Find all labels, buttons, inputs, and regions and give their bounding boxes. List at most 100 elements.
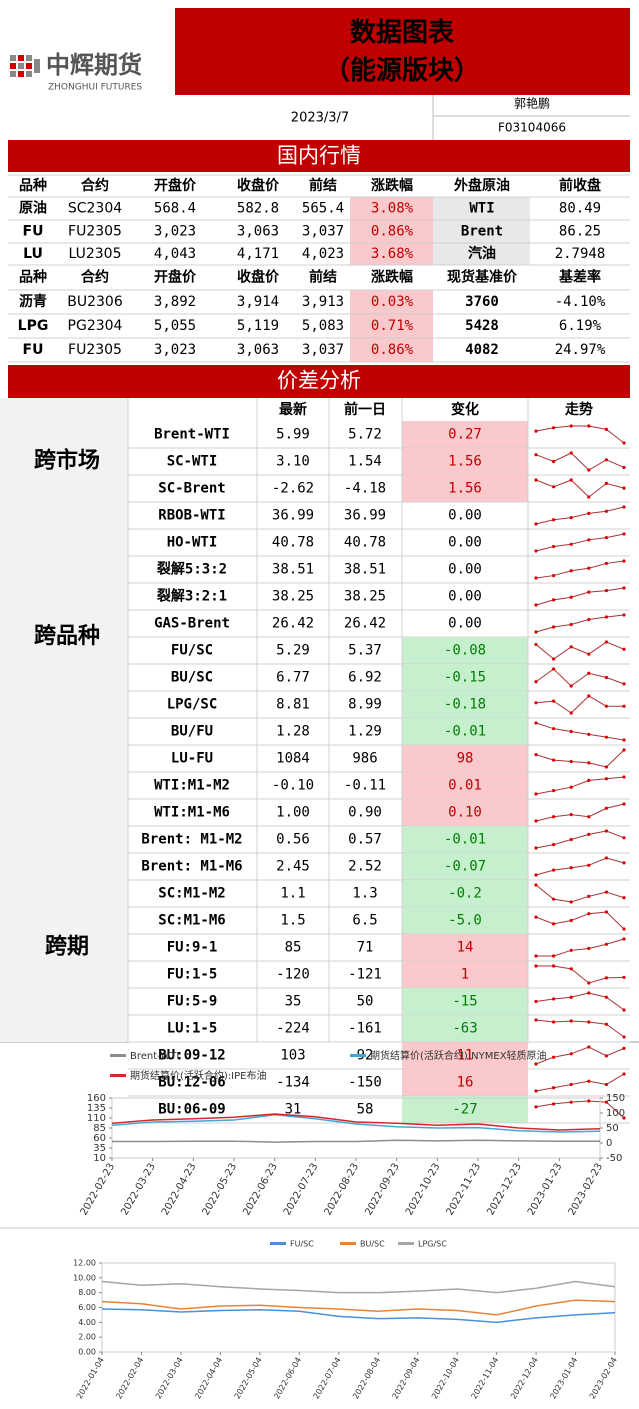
sparkline-point (534, 630, 538, 634)
legend-label: 期货结算价(活跃合约):IPE布油 (130, 1069, 266, 1082)
cell-text: -120 (276, 967, 310, 983)
sparkline-point (604, 561, 609, 566)
cell-text: 3,913 (302, 294, 344, 310)
sparkline-point (622, 1072, 626, 1076)
cell-text: 568.4 (154, 201, 196, 217)
x-tick-label: 2022-12-04 (509, 1356, 540, 1401)
series-line (101, 1308, 616, 1324)
y-tick-label: 2.00 (78, 1333, 96, 1342)
sparkline-point (569, 729, 573, 734)
sparkline-point (569, 478, 573, 482)
cell-text: 5.99 (276, 427, 310, 443)
cell-text: 2.52 (348, 859, 382, 875)
sparkline (535, 803, 625, 822)
change-bg (402, 691, 528, 718)
legend-swatch (110, 1074, 126, 1077)
sparkline-point (569, 1100, 573, 1104)
license: F03104066 (498, 121, 566, 135)
change-bg (350, 220, 433, 243)
sparkline-point (552, 598, 556, 602)
cell-text: -0.01 (444, 724, 486, 740)
sparkline-point (552, 897, 556, 901)
sparkline-point (569, 918, 573, 923)
change-bg (350, 314, 433, 338)
cell-text: -2.62 (272, 481, 314, 497)
change-bg (402, 1096, 528, 1123)
series-line (112, 1139, 600, 1143)
sparkline-point (622, 586, 626, 590)
spread-name: LU-FU (171, 751, 213, 767)
legend-swatch (110, 1054, 126, 1057)
legend-label: FU/SC (290, 1240, 314, 1249)
table-header: 品种 (19, 269, 47, 286)
cell-text: 3,037 (302, 224, 344, 240)
sparkline-point (622, 748, 626, 752)
sparkline-point (622, 896, 626, 900)
sparkline-point (569, 866, 573, 870)
sparkline-point (587, 1045, 591, 1049)
cell-text: -0.15 (444, 670, 486, 686)
sparkline (535, 1100, 625, 1119)
cell-text: -63 (452, 1021, 477, 1037)
y-tick-label: 12.00 (73, 1259, 96, 1268)
sparkline-point (569, 967, 573, 971)
sparkline-point (552, 459, 556, 464)
sparkline-point (622, 775, 626, 779)
sparkline-point (534, 701, 538, 705)
change-bg (402, 826, 528, 853)
sparkline (535, 1073, 625, 1092)
section-title: 国内行情 (277, 144, 361, 168)
x-tick-label: 2022-09-23 (363, 1162, 402, 1218)
sparkline-point (622, 613, 626, 617)
cell-text: 0.00 (448, 589, 482, 605)
title: 数据图表 (350, 18, 455, 48)
series-line (111, 1114, 601, 1133)
sparkline-point (552, 789, 556, 793)
cell-text: 1.3 (352, 886, 377, 902)
x-tick-label: 2022-07-04 (312, 1356, 343, 1401)
cell-text: 14 (457, 940, 474, 956)
spread-name: FU:1-5 (167, 967, 218, 983)
change-bg (350, 243, 433, 265)
group-label: 跨品种 (34, 623, 100, 649)
spread-name: BU:06-09 (158, 1102, 225, 1118)
table-header: 涨跌幅 (371, 177, 413, 194)
cell-text: SC2304 (68, 201, 122, 217)
sparkline-point (587, 694, 591, 698)
x-tick-label: 2022-10-04 (430, 1356, 461, 1401)
sparkline-point (622, 975, 626, 979)
cell-text: 986 (352, 751, 377, 767)
x-tick-label: 2022-05-04 (233, 1356, 264, 1401)
spread-name: SC-Brent (158, 481, 225, 497)
cell-text: 40.78 (272, 535, 314, 551)
sparkline-point (552, 843, 556, 847)
cell-text: 103 (280, 1048, 305, 1064)
change-bg (350, 290, 433, 314)
sparkline-point (552, 573, 556, 578)
cell-text: FU (23, 224, 44, 240)
sparkline-point (534, 603, 538, 607)
cell-text: 4082 (465, 342, 499, 358)
sparkline-point (534, 642, 538, 647)
cell-text: 5,119 (237, 318, 279, 334)
sparkline (535, 425, 625, 444)
cell-text: 98 (457, 751, 474, 767)
cell-text: 4,171 (237, 246, 279, 262)
sparkline-point (569, 837, 573, 842)
sparkline-point (552, 485, 556, 489)
table-header: 外盘原油 (454, 177, 510, 194)
cell-text: 5.37 (348, 643, 382, 659)
section-band (8, 365, 630, 398)
x-tick-label: 2023-01-04 (548, 1356, 579, 1401)
x-tick-label: 2022-03-04 (154, 1356, 185, 1401)
sparkline (535, 533, 625, 552)
sparkline-point (622, 861, 626, 865)
sparkline-point (587, 991, 591, 995)
sparkline-point (587, 671, 591, 675)
change-bg (402, 448, 528, 475)
cell-text: 8.99 (348, 697, 382, 713)
cell-text: 85 (285, 940, 302, 956)
sparkline (535, 452, 625, 471)
cell-text: 80.49 (559, 201, 601, 217)
